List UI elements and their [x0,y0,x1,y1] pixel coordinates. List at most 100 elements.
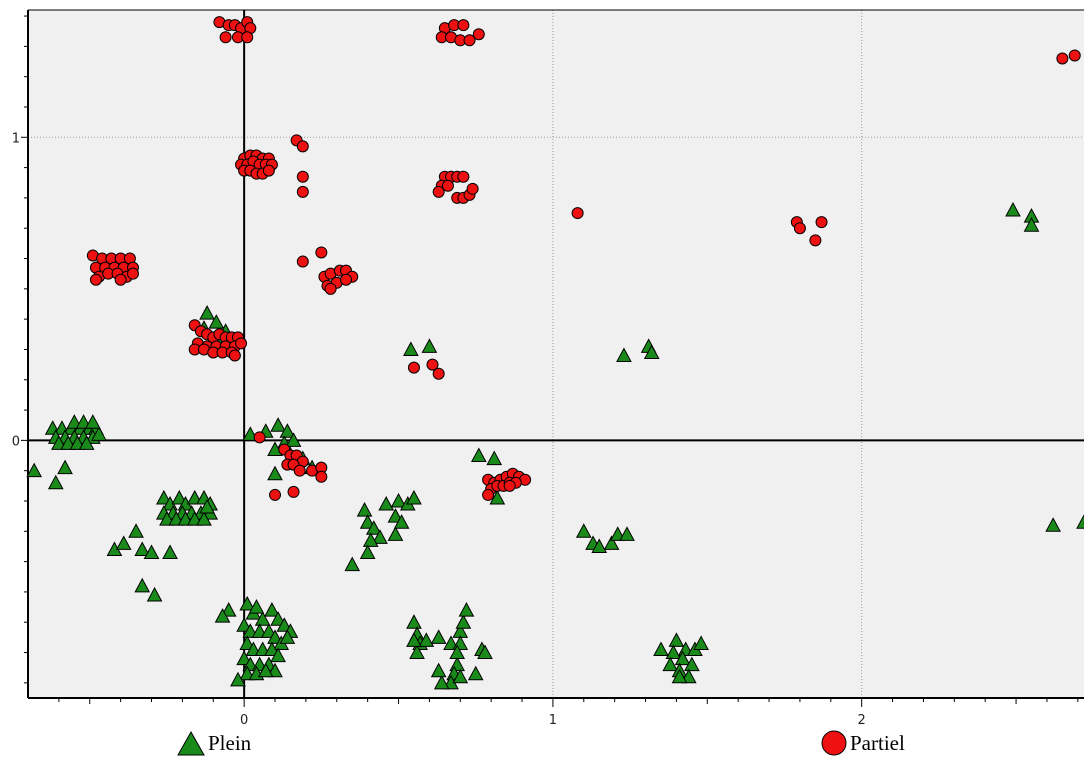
partiel-point [293,464,306,477]
plein-point [85,414,101,429]
plein-point [128,523,144,538]
x-tick-label: 1 [549,713,557,728]
plein-point [270,611,286,626]
tick-marks [21,15,1079,707]
plein-point [430,629,447,644]
partiel-point [269,488,282,501]
legend-label-partiel: Partiel [850,730,905,755]
grid-lines [28,10,1084,698]
plein-point [257,662,274,678]
x-tick-label: 2 [858,713,866,728]
partiel-point [126,267,139,280]
plein-point [372,529,388,544]
plein-point [458,602,475,617]
plein-point [199,305,215,320]
plein-point [239,635,256,650]
plein-point [261,623,277,638]
plein-point [362,532,379,547]
partiel-point [1068,49,1081,62]
plein-point [134,577,151,593]
plein-point [387,526,404,541]
plein-point [279,423,296,438]
partiel-point [809,234,822,247]
plein-point [430,662,447,678]
partiel-point [482,488,495,501]
plein-point [208,314,225,329]
plein-point [254,611,271,626]
plein-point [668,632,685,647]
partiel-point [114,273,127,286]
plein-point [390,492,407,508]
partiel-point [463,34,476,47]
plein-point [406,489,422,505]
partiel-point [441,179,454,192]
plein-point [156,489,172,505]
plein-point [264,641,280,657]
axes [27,9,1084,699]
plein-point [684,656,700,672]
plein-point [1005,201,1021,217]
plein-point [455,614,472,629]
plein-point [477,644,493,660]
plein-point [143,544,160,560]
partiel-point [432,185,445,198]
plein-point [603,535,620,550]
legend-item-partiel: Partiel [820,728,905,758]
partiel-point [1056,52,1069,65]
legend-label-plein: Plein [208,730,252,755]
plein-point [653,641,669,657]
partiel-point [262,164,275,177]
plein-point [134,541,151,556]
plein-point [409,644,425,660]
partiel-point [503,479,516,492]
plein-point [575,523,592,538]
partiel-point [457,19,470,32]
triangle-marker-icon [177,730,205,756]
plot-area-background [28,10,1084,698]
partiel-point [89,273,102,286]
plein-point [270,647,286,663]
partiel-point [253,431,266,444]
partiel-point [315,470,328,483]
partiel-point [219,31,232,44]
plein-point [387,508,404,523]
plein-point [452,668,469,684]
partiel-point [815,216,828,229]
plein-point [643,344,660,359]
plein-point [214,608,231,623]
tick-labels: 0 1 2 0 1 [12,131,866,728]
plein-point [356,502,373,517]
plein-point [467,665,484,681]
plein-point [91,426,107,441]
plein-point [406,614,422,629]
plein-point [406,632,422,647]
plein-point [239,595,256,611]
plein-point [57,459,73,475]
plein-point [230,671,246,687]
partiel-point [571,207,584,220]
plein-point [248,599,265,614]
plein-point [267,465,283,481]
plein-point [671,668,688,684]
plein-point [1076,514,1084,529]
partiel-point [287,485,300,498]
plein-point [591,538,608,553]
partiel-point [472,28,485,41]
plein-point [359,514,376,529]
partiel-point [466,182,479,195]
plein-point [421,338,438,353]
plein-point [1023,217,1040,232]
plein-point [267,629,283,644]
plein-point [171,489,188,505]
plein-point [470,447,487,463]
partiel-point [793,222,806,235]
plein-point [220,602,237,617]
plein-point [449,644,466,660]
legend-item-plein: Plein [176,728,251,758]
plein-point [662,656,679,672]
plein-point [674,650,691,666]
plein-point [285,432,302,447]
partiel-point [235,337,248,350]
plein-point [26,462,43,478]
partiel-point [457,170,470,183]
